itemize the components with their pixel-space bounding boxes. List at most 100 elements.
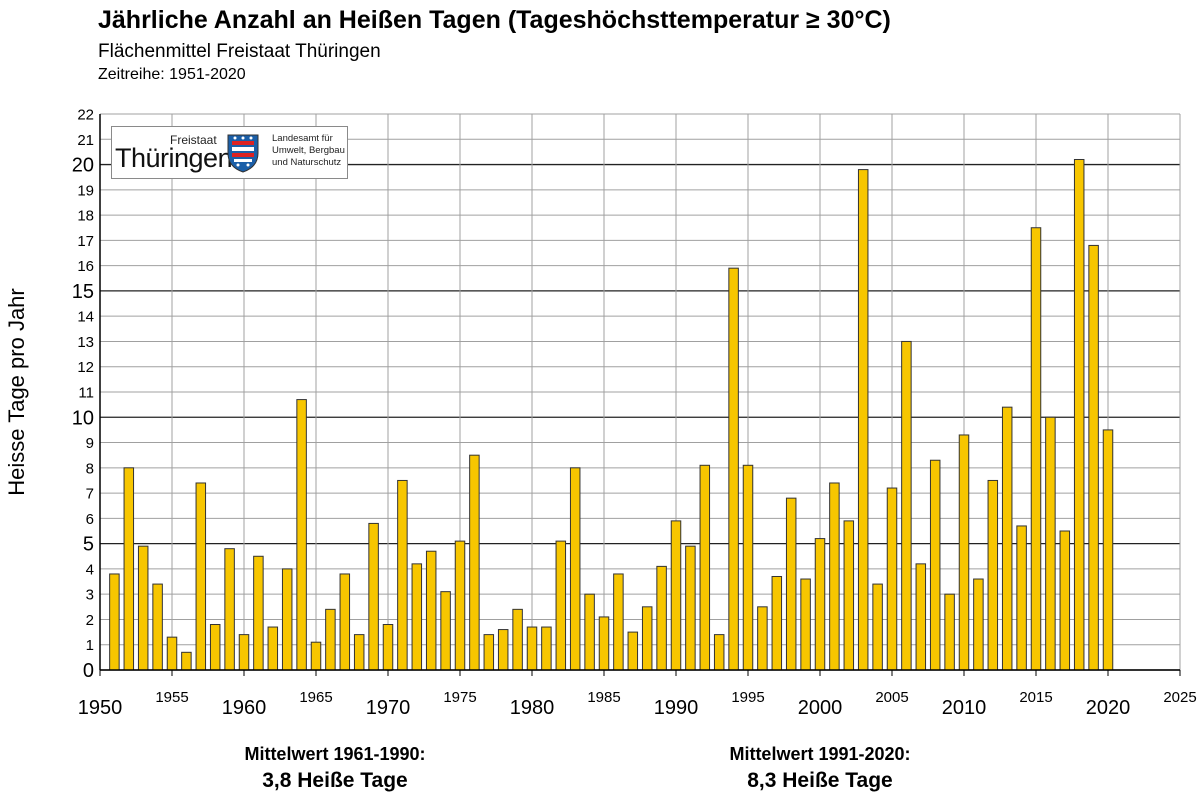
y-tick-label: 16 <box>77 258 94 275</box>
y-tick-label: 4 <box>86 561 94 578</box>
y-tick-label: 14 <box>77 309 94 326</box>
y-tick-label: 7 <box>86 486 94 503</box>
x-tick-label: 1970 <box>366 697 411 719</box>
y-tick-label: 18 <box>77 208 94 225</box>
y-tick-label: 13 <box>77 334 94 351</box>
bar <box>339 573 351 671</box>
bar <box>627 631 639 671</box>
bar <box>598 616 610 671</box>
bar <box>785 497 797 671</box>
x-tick-label: 1955 <box>155 689 188 706</box>
x-tick-label: 2020 <box>1086 697 1131 719</box>
bar <box>1016 525 1027 671</box>
y-tick-label: 3 <box>86 587 94 604</box>
logo-agency-line: Landesamt für <box>272 133 333 144</box>
bar <box>857 169 869 671</box>
bar <box>425 550 437 671</box>
bar <box>152 583 163 671</box>
chart-tick-labels: 0123456789101112131415161718192021221950… <box>72 107 1197 720</box>
bar <box>238 634 250 671</box>
bar <box>886 487 898 671</box>
mean-value: 3,8 Heiße Tage <box>262 769 408 792</box>
bar <box>829 482 840 671</box>
bar <box>843 520 855 671</box>
logo-agency-text: Landesamt für Umwelt, Bergbau und Naturs… <box>272 133 345 169</box>
bar <box>469 454 480 671</box>
coat-of-arms-icon <box>227 134 259 173</box>
bar <box>656 565 667 671</box>
x-tick-label: 1965 <box>299 689 332 706</box>
bar <box>901 340 912 671</box>
bar <box>929 459 941 671</box>
chart-bars <box>109 158 1114 671</box>
bar <box>1059 530 1071 671</box>
bar <box>195 482 207 671</box>
bar <box>728 267 739 671</box>
bar <box>541 626 552 671</box>
x-tick-label: 1980 <box>510 697 555 719</box>
bar <box>771 575 783 671</box>
bar <box>800 578 811 671</box>
bar <box>382 624 394 671</box>
x-tick-label: 1990 <box>654 697 699 719</box>
y-tick-label: 9 <box>86 435 94 452</box>
y-tick-label: 11 <box>78 385 94 402</box>
thueringen-logo: Freistaat Thüringen Landesamt für Umwelt… <box>111 126 348 179</box>
bar <box>397 479 408 671</box>
bar <box>685 545 696 671</box>
bar <box>123 467 135 671</box>
mean-label: Mittelwert 1961-1990: <box>244 744 426 764</box>
x-tick-label: 1995 <box>731 689 764 706</box>
bar <box>987 479 999 671</box>
bar <box>181 651 192 671</box>
x-tick-label: 2025 <box>1163 689 1196 706</box>
mean-1991-2020: Mittelwert 1991-2020: 8,3 Heiße Tage <box>700 744 940 793</box>
bar <box>483 634 495 671</box>
y-tick-label: 10 <box>72 407 94 429</box>
bar <box>699 464 711 671</box>
bar <box>1045 416 1056 671</box>
bar <box>1102 429 1114 671</box>
logo-thueringen-text: Thüringen <box>115 143 233 173</box>
bar <box>109 573 120 671</box>
bar <box>267 626 279 671</box>
bar <box>440 591 451 671</box>
bar <box>958 434 970 671</box>
logo-agency-line: Umwelt, Bergbau <box>272 145 345 156</box>
bar <box>641 606 653 671</box>
bar <box>497 629 509 671</box>
chart-title: Jährliche Anzahl an Heißen Tagen (Tagesh… <box>98 6 891 34</box>
bar <box>915 563 927 671</box>
y-tick-label: 5 <box>83 534 94 556</box>
y-tick-label: 15 <box>72 281 94 303</box>
bar <box>253 555 264 671</box>
y-tick-label: 8 <box>86 460 94 477</box>
x-tick-label: 1975 <box>443 689 476 706</box>
y-tick-label: 22 <box>77 107 94 124</box>
bar <box>512 608 523 671</box>
bar <box>368 522 379 671</box>
bar <box>325 608 336 671</box>
bar <box>613 573 624 671</box>
y-tick-label: 17 <box>77 233 94 250</box>
bar <box>944 593 955 671</box>
x-tick-label: 2010 <box>942 697 987 719</box>
chart-subtitle: Flächenmittel Freistaat Thüringen <box>98 41 381 62</box>
y-tick-label: 6 <box>86 511 94 528</box>
bar <box>1030 227 1042 671</box>
y-tick-label: 2 <box>86 612 94 629</box>
bar <box>296 399 307 671</box>
y-tick-label: 19 <box>77 182 94 199</box>
bar <box>569 467 581 671</box>
bar <box>166 636 178 671</box>
bar <box>1001 406 1013 671</box>
chart-period: Zeitreihe: 1951-2020 <box>98 66 246 83</box>
bar <box>454 540 466 671</box>
bar <box>224 548 235 671</box>
bar <box>1073 158 1085 671</box>
bar <box>872 583 883 671</box>
x-tick-label: 2000 <box>798 697 843 719</box>
logo-freistaat-text: Freistaat <box>170 133 217 147</box>
y-tick-label: 0 <box>83 660 94 682</box>
